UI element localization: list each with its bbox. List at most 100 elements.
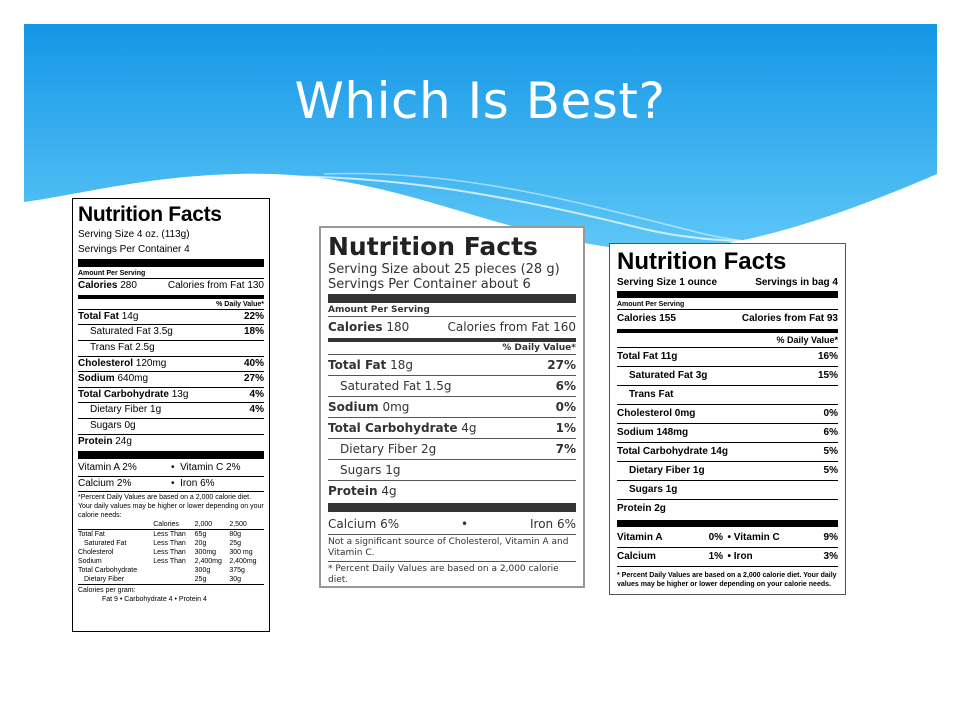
nutrient-row: Total Carbohydrate 13g 4% xyxy=(78,386,264,403)
divider xyxy=(328,338,576,342)
calories-label: Calories xyxy=(328,320,383,334)
reference-table-row: Saturated Fat Less Than 20g 25g xyxy=(78,539,264,548)
nutrient-row: Dietary Fiber 2g 7% xyxy=(328,438,576,459)
reference-table: Calories 2,000 2,500 Total Fat Less Than 6… xyxy=(78,520,264,584)
bullet: • xyxy=(461,517,469,531)
nutrient-dv: 6% xyxy=(823,427,838,438)
nutrient-name: Sugars xyxy=(340,463,382,477)
nutrition-label-3: Nutrition Facts Serving Size 1 ounce Serv… xyxy=(609,243,846,595)
nutrient-dv: 40% xyxy=(243,357,264,369)
nutrient-amount: 1g xyxy=(665,484,678,495)
reference-table-row: Cholesterol Less Than 300mg 300 mg xyxy=(78,548,264,557)
reference-cell: Less Than xyxy=(153,558,186,566)
protein-row: Protein 2g xyxy=(617,499,838,518)
vitamin-row: Vitamin A 2% • Vitamin C 2% xyxy=(78,461,264,476)
amount-per-serving: Amount Per Serving xyxy=(78,270,146,278)
reference-cell: 2,400mg xyxy=(194,558,222,566)
nutrient-amount: 14g xyxy=(121,310,139,322)
nutrient-dv: 1% xyxy=(555,421,576,435)
nutrient-row: Saturated Fat 1.5g 6% xyxy=(328,375,576,396)
reference-table-row: Dietary Fiber 25g 30g xyxy=(78,575,264,584)
reference-cell xyxy=(78,520,153,530)
protein-name: Protein xyxy=(617,503,652,514)
reference-cell: 25g xyxy=(194,576,207,584)
reference-cell: 20g xyxy=(194,540,207,548)
nutrient-row: Total Fat 14g 22% xyxy=(78,308,264,325)
nutrient-dv: 7% xyxy=(555,442,576,456)
divider xyxy=(78,451,264,460)
nutrient-dv: 5% xyxy=(823,465,838,476)
header-wave-line xyxy=(323,172,937,247)
nutrient-amount: 2.5g xyxy=(135,341,155,353)
nutrient-amount: 640mg xyxy=(117,373,149,385)
reference-cell: 65g xyxy=(194,531,207,539)
vitamin-row: Calcium 1% • Iron 3% xyxy=(617,547,838,566)
serving-size: Serving Size 1 ounce xyxy=(617,277,718,288)
nutrient-amount: 1g xyxy=(385,463,401,477)
nutrient-row: Sugars 1g xyxy=(328,459,576,480)
calories-per-gram: Calories per gram: xyxy=(78,584,264,595)
reference-cell: Less Than xyxy=(153,540,186,548)
nutrient-row: Sodium 148mg 6% xyxy=(617,423,838,442)
nutrient-amount: 0mg xyxy=(674,408,696,419)
divider xyxy=(617,291,838,298)
reference-cell xyxy=(153,566,194,575)
reference-cell: 300g xyxy=(194,567,211,575)
note: Not a significant source of Cholesterol,… xyxy=(328,534,576,561)
serving-size: Serving Size 4 oz. (113g) xyxy=(78,229,190,240)
reference-cell: Dietary Fiber xyxy=(84,576,125,584)
nutrient-dv: 0% xyxy=(823,408,838,419)
nutrient-name: Sodium xyxy=(78,373,115,385)
footnote: *Percent Daily Values are based on a 2,0… xyxy=(78,491,264,520)
nutrient-amount: 1g xyxy=(150,404,162,416)
reference-cell: 25g xyxy=(229,540,241,548)
nutrient-row: Sodium 640mg 27% xyxy=(78,371,264,387)
reference-cell: 2,400mg xyxy=(229,558,257,566)
nutrient-name: Saturated Fat xyxy=(90,326,151,338)
nutrient-row: Saturated Fat 3.5g 18% xyxy=(78,324,264,340)
nutrient-row: Trans Fat 2.5g xyxy=(78,339,264,356)
servings-per-container: Servings in bag 4 xyxy=(755,277,838,288)
nutrient-row: Total Fat 11g 16% xyxy=(617,347,838,366)
footnote: * Percent Daily Values are based on a 2,… xyxy=(328,561,576,586)
protein-row: Protein 4g xyxy=(328,480,576,501)
protein-name: Protein xyxy=(328,484,378,498)
nutrient-amount: 18g xyxy=(390,358,414,372)
nutrient-name: Sodium xyxy=(328,400,379,414)
nutrient-amount: 148mg xyxy=(656,427,689,438)
nutrient-name: Sugars xyxy=(629,484,663,495)
nutrient-row: Sugars 1g xyxy=(617,480,838,499)
vitamin-left-dv: 1% xyxy=(708,551,724,562)
nutrient-dv: 0% xyxy=(555,400,576,414)
reference-cell: 300 mg xyxy=(229,549,253,557)
reference-cell: 2,000 xyxy=(194,521,213,529)
nutrient-amount: 1.5g xyxy=(424,379,452,393)
reference-table-header: Calories 2,000 2,500 xyxy=(78,520,264,530)
nutrient-row: Cholesterol 0mg 0% xyxy=(617,404,838,423)
daily-value-header-text: % Daily Value* xyxy=(216,300,264,308)
amount-per-serving: Amount Per Serving xyxy=(617,301,685,308)
reference-cell: Saturated Fat xyxy=(84,540,127,548)
calories-value: 155 xyxy=(659,313,676,324)
nutrient-name: Saturated Fat xyxy=(629,370,693,381)
servings-per-container: Servings Per Container 4 xyxy=(78,243,190,255)
nutrient-name: Total Fat xyxy=(617,351,658,362)
nutrient-amount: 13g xyxy=(171,388,189,400)
vitamin-left-name: Vitamin A xyxy=(617,532,663,543)
reference-cell: Sodium xyxy=(78,558,102,566)
vitamin-right: Iron 6% xyxy=(180,477,215,489)
reference-cell: 2,500 xyxy=(229,521,247,529)
nutrient-name: Dietary Fiber xyxy=(340,442,418,456)
nutrient-amount: 3g xyxy=(695,370,708,381)
reference-cell: Cholesterol xyxy=(78,549,114,557)
serving-row: Serving Size 1 ounce Servings in bag 4 xyxy=(617,276,838,289)
reference-cell: Less Than xyxy=(153,549,186,557)
nutrient-dv: 15% xyxy=(817,370,838,381)
divider xyxy=(78,294,264,299)
nutrition-label-1: Nutrition Facts Serving Size 4 oz. (113g… xyxy=(72,198,270,632)
nutrient-dv: 16% xyxy=(817,351,838,362)
vitamin-right: Vitamin C 2% xyxy=(180,462,241,474)
reference-cell xyxy=(153,575,194,584)
nutrient-row: Dietary Fiber 1g 5% xyxy=(617,461,838,480)
nutrient-name: Sugars xyxy=(90,419,122,431)
